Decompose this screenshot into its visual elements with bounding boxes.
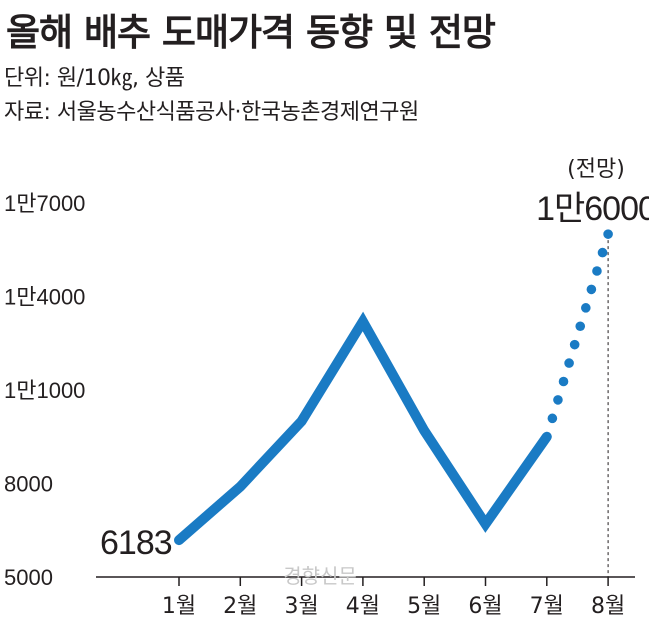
- x-tick-label: 2월: [223, 594, 257, 619]
- forecast-dot: [586, 284, 597, 295]
- forecast-dot: [592, 266, 602, 276]
- x-axis: 1월 2월 3월 4월 5월 6월 7월 8월: [96, 576, 635, 619]
- x-tick-label: 1월: [162, 594, 196, 619]
- forecast-label: (전망): [567, 157, 625, 182]
- data-labels: 6183 1만6000 (전망): [100, 157, 649, 562]
- y-tick-label: 8000: [4, 472, 53, 497]
- watermark: 경향신문: [283, 564, 357, 588]
- forecast-dot: [553, 395, 563, 405]
- chart-title: 올해 배추 도매가격 동향 및 전망: [6, 11, 496, 54]
- y-axis: 5000 8000 1만1000 1만4000 1만7000: [4, 191, 85, 590]
- x-tick-label: 7월: [530, 594, 564, 619]
- first-value-label: 6183: [100, 524, 172, 562]
- x-tick-label: 6월: [468, 594, 502, 619]
- forecast-dot: [564, 358, 574, 368]
- forecast-dot: [569, 339, 580, 350]
- forecast-dot: [597, 247, 608, 258]
- last-value-label: 1만6000: [536, 190, 649, 228]
- unit-note: 단위: 원/10㎏, 상품: [4, 66, 185, 91]
- price-series: [174, 229, 613, 577]
- forecast-dot: [558, 376, 569, 387]
- forecast-dot: [547, 413, 558, 424]
- forecast-dot: [575, 321, 586, 332]
- x-tick-label: 8월: [591, 594, 625, 619]
- actual-price-line: [174, 311, 552, 546]
- y-tick-label: 1만4000: [4, 285, 85, 310]
- x-tick-label: 5월: [407, 594, 441, 619]
- y-tick-label: 1만1000: [4, 378, 85, 403]
- forecast-dot: [581, 303, 591, 313]
- source-note: 자료: 서울농수산식품공사·한국농촌경제연구원: [4, 100, 419, 125]
- x-tick-label: 3월: [284, 594, 318, 619]
- y-tick-label: 5000: [4, 565, 53, 590]
- x-tick-label: 4월: [346, 594, 380, 619]
- y-tick-label: 1만7000: [4, 191, 85, 216]
